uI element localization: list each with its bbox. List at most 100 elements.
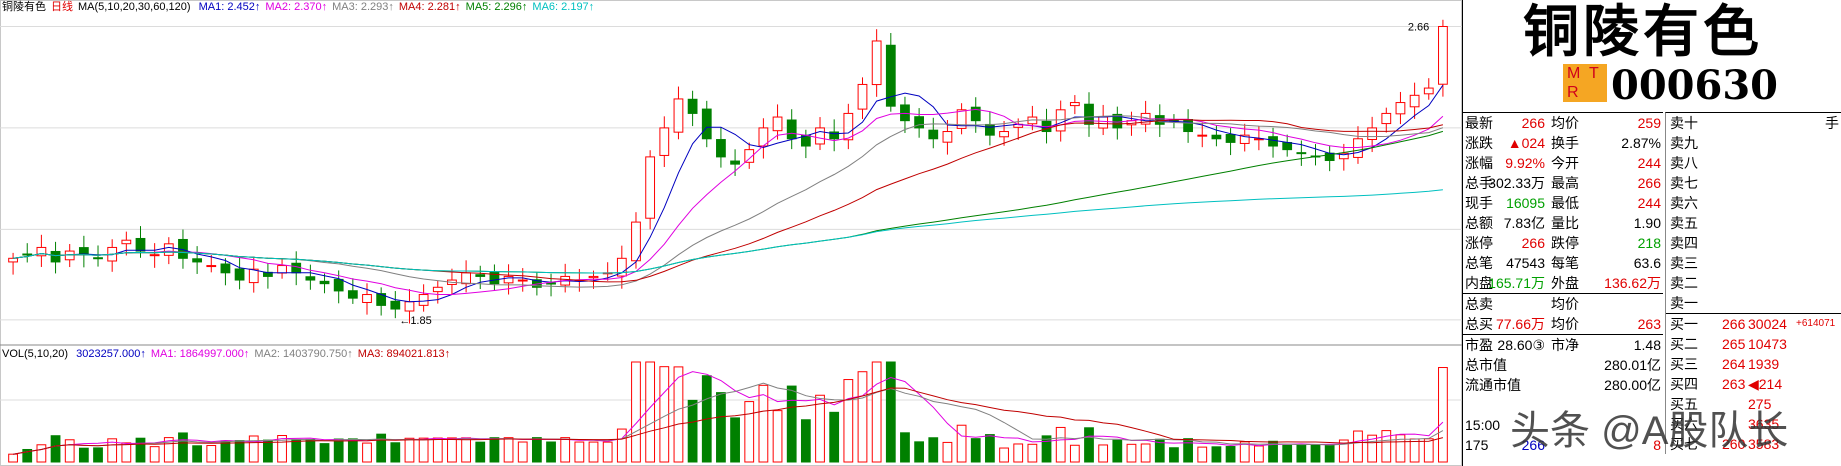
volume-bar: [857, 371, 868, 463]
volume-bar: [305, 438, 316, 463]
volume-header: VOL(5,10,20) 3023257.000↑ MA1: 1864997.00…: [2, 347, 460, 361]
volume-bar: [1268, 440, 1278, 463]
volume-bar: [248, 435, 259, 463]
ma-label-3: MA3: 2.293↑: [332, 1, 394, 13]
vol-label-2: MA1: 1864997.000↑: [150, 348, 250, 360]
book-row[interactable]: 买二 265 10473: [1666, 334, 1841, 354]
book-row[interactable]: 买五 275: [1666, 394, 1841, 414]
quote-row: 涨停 266 跌停 218: [1463, 233, 1663, 253]
vol-ma-line-1: [13, 371, 1444, 455]
volume-bar: [999, 447, 1009, 463]
volume-bar: [843, 379, 854, 463]
book-extra: +614071: [1796, 318, 1836, 329]
volume-bar: [758, 384, 769, 463]
volume-bar: [786, 385, 797, 463]
book-row[interactable]: 卖六: [1666, 193, 1841, 213]
mtr-badge[interactable]: M T R: [1563, 64, 1607, 102]
book-row[interactable]: 买四 263 ◀214: [1666, 374, 1841, 394]
candle: [1353, 138, 1363, 158]
book-row[interactable]: 卖二: [1666, 273, 1841, 293]
ma-label-2: MA2: 2.370↑: [265, 1, 328, 13]
candle: [786, 119, 797, 140]
book-level-label: 买五: [1670, 396, 1698, 412]
candle: [64, 250, 75, 261]
quote-v1: 302.33万: [1488, 175, 1545, 191]
quote-l1: 总笔: [1465, 255, 1493, 271]
volume-bar: [772, 410, 783, 463]
volume-bar: [560, 437, 571, 463]
volume-bar: [1253, 445, 1264, 463]
candle: [701, 108, 712, 140]
book-row[interactable]: 卖五: [1666, 213, 1841, 233]
book-row[interactable]: 买七 260 3583: [1666, 434, 1841, 454]
quote-v1: 165.71万: [1488, 275, 1545, 291]
volume-bar: [928, 437, 939, 463]
book-level-label: 买三: [1670, 356, 1698, 372]
candle: [744, 149, 755, 163]
book-row[interactable]: 买三 264 1939: [1666, 354, 1841, 374]
quote-v2: 63.6: [1633, 255, 1661, 271]
book-row[interactable]: 卖三: [1666, 253, 1841, 273]
volume-bar: [376, 433, 387, 463]
candle: [687, 98, 698, 114]
candle: [333, 278, 344, 292]
candle: [631, 221, 641, 262]
book-level-label: 卖八: [1670, 155, 1698, 171]
book-qty: 10473: [1748, 336, 1787, 352]
kline-chart-area[interactable]: 2.66 ←1.85 铜陵有色 日线 MA(5,10,20,30,60,120) MA…: [0, 0, 1462, 466]
quote-l2: 每笔: [1551, 255, 1579, 271]
volume-bar: [291, 439, 302, 463]
book-row[interactable]: 卖一: [1666, 293, 1841, 313]
volume-bar: [277, 435, 287, 463]
watermark: 头条 @A股队长: [1510, 409, 1789, 453]
book-level-label: 买六: [1670, 416, 1698, 432]
book-row[interactable]: 买六 3635: [1666, 414, 1841, 434]
volume-bar: [1211, 446, 1222, 463]
volume-bar: [475, 441, 486, 463]
candle: [815, 127, 825, 145]
book-row[interactable]: 卖九: [1666, 133, 1841, 153]
book-row[interactable]: 卖八: [1666, 153, 1841, 173]
candle: [588, 275, 599, 279]
candle: [1183, 119, 1193, 133]
volume-bar: [1310, 444, 1321, 463]
candle: [1055, 109, 1066, 132]
period-label[interactable]: 日线: [51, 1, 73, 13]
volume-bar: [1041, 435, 1052, 463]
chart-frame: [0, 0, 1462, 466]
candle: [1296, 152, 1307, 155]
volume-bar: [885, 361, 896, 463]
book-row[interactable]: 卖十 手: [1666, 113, 1841, 133]
volume-bar: [1013, 443, 1024, 463]
quote-l1: 涨停: [1465, 235, 1493, 251]
volume-bar: [206, 445, 217, 463]
candle: [942, 131, 953, 143]
quote-v2: 244: [1637, 195, 1661, 211]
book-qty: 1939: [1748, 356, 1780, 372]
kline-chart[interactable]: 2.66 ←1.85: [0, 0, 1462, 466]
volume-bar: [602, 441, 613, 463]
candle: [885, 44, 896, 107]
quote-row: 175 266 8: [1463, 435, 1663, 455]
candle: [1098, 116, 1109, 129]
book-row[interactable]: 卖七: [1666, 173, 1841, 193]
volume-bar: [1098, 444, 1109, 463]
quote-v1: 9.92%: [1505, 155, 1545, 171]
quote-l2: 最高: [1551, 175, 1579, 191]
book-row[interactable]: 买一 266 30024 +614071: [1666, 313, 1841, 334]
volume-bar: [121, 442, 132, 463]
book-level-label: 卖九: [1670, 135, 1698, 151]
quote-row: 15:00: [1463, 415, 1663, 435]
volume-bar: [1027, 443, 1038, 463]
book-level-label: 买二: [1670, 336, 1698, 352]
book-row[interactable]: 卖四: [1666, 233, 1841, 253]
candle: [1112, 113, 1123, 129]
vol-ma-line-2: [13, 382, 1444, 455]
candle: [1211, 134, 1222, 140]
quote-l1: 最新: [1465, 115, 1493, 131]
candle: [985, 123, 995, 136]
ma-spec-label: MA(5,10,20,30,60,120): [78, 1, 191, 13]
quote-l1: 现手: [1465, 195, 1493, 211]
quote-v1: 28.60③: [1497, 337, 1545, 353]
volume-bar: [390, 442, 401, 463]
